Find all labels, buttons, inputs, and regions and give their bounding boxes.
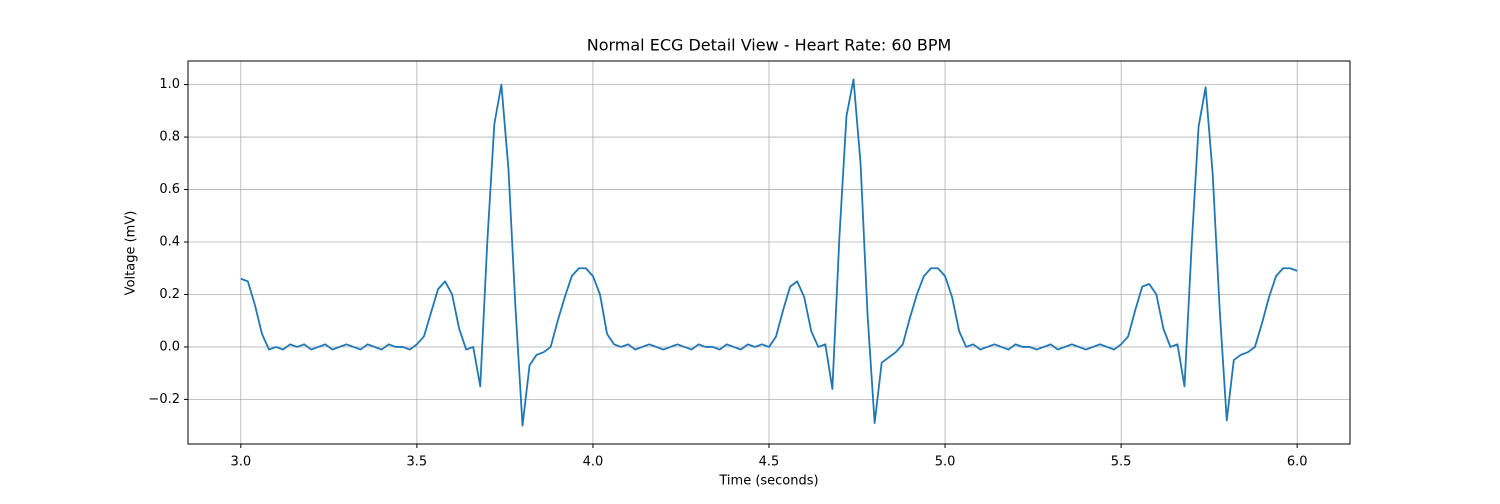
y-tick-label: 1.0 [159, 77, 180, 92]
plot-frame [187, 60, 1351, 445]
y-tick-label: 0.2 [159, 287, 180, 302]
ecg-line [240, 78, 1298, 427]
x-tick-label: 3.0 [230, 455, 251, 470]
x-tick-label: 5.0 [935, 455, 956, 470]
x-tick-label: 3.5 [407, 455, 428, 470]
x-tick-label: 6.0 [1287, 455, 1308, 470]
x-axis-label: Time (seconds) [718, 474, 818, 489]
x-tick-label: 4.5 [759, 455, 780, 470]
x-tick-label: 5.5 [1111, 455, 1132, 470]
chart-title: Normal ECG Detail View - Heart Rate: 60 … [587, 36, 952, 55]
y-axis-label: Voltage (mV) [124, 211, 139, 296]
y-tick-label: −0.2 [148, 392, 180, 407]
x-tick-label: 4.0 [583, 455, 604, 470]
y-tick-label: 0.8 [159, 130, 180, 145]
y-tick-label: 0.6 [159, 182, 180, 197]
y-tick-label: 0.4 [159, 235, 180, 250]
y-tick-label: 0.0 [159, 339, 180, 354]
